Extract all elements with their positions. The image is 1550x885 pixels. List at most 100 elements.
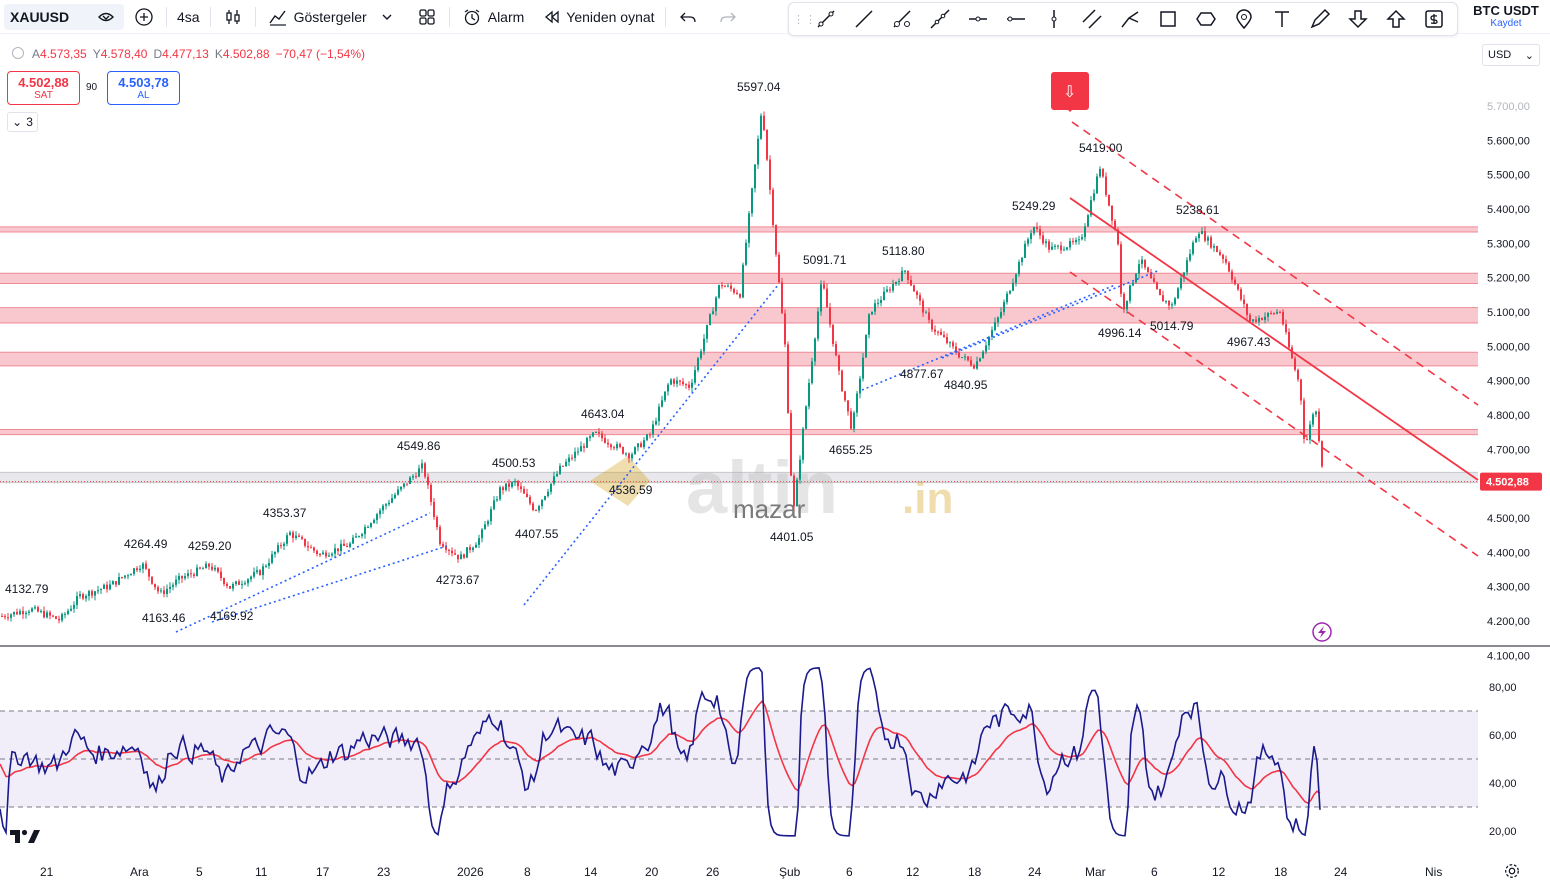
vertical-line-icon[interactable] [1035, 4, 1073, 34]
price-annotation: 5597.04 [737, 80, 781, 94]
symbol-search[interactable]: XAUUSD [4, 3, 124, 30]
ray-line-icon[interactable] [845, 4, 883, 34]
candle-body [37, 607, 39, 612]
candle-body [1117, 229, 1119, 245]
candle-body [1153, 278, 1155, 283]
candle-body [841, 370, 843, 392]
drag-handle[interactable]: ⋮⋮ [793, 13, 817, 26]
account-widget[interactable]: BTC USDT Kaydet [1466, 3, 1546, 29]
candle-body [682, 381, 684, 385]
replay-button[interactable]: Yeniden oynat [532, 0, 662, 34]
candle-body [187, 573, 189, 577]
candle-body [496, 499, 498, 501]
candle-body [1213, 246, 1215, 248]
candle-body [400, 486, 402, 490]
price-annotation: 4996.14 [1098, 326, 1142, 340]
interval-button[interactable]: 4sa [177, 8, 200, 25]
candle-body [424, 463, 426, 477]
candle-body [277, 545, 279, 552]
sell-button[interactable]: 4.502,88 SAT [7, 71, 80, 105]
chart-type-button[interactable] [213, 0, 253, 34]
candle-body [1129, 285, 1131, 301]
candle-body [151, 576, 153, 584]
candle-body [931, 319, 933, 330]
pitchfork-icon[interactable] [1111, 4, 1149, 34]
redo-button[interactable] [708, 0, 748, 34]
candle-body [40, 610, 42, 612]
candle-body [1045, 241, 1047, 244]
candle-body [508, 483, 510, 487]
candle-body [391, 498, 393, 503]
arrow-down-icon[interactable] [1339, 4, 1377, 34]
angle-line-icon[interactable] [883, 4, 921, 34]
compare-button[interactable] [124, 0, 164, 34]
ellipse-icon[interactable] [1187, 4, 1225, 34]
candle-body [340, 543, 342, 552]
price-annotation: 4877.67 [900, 367, 944, 381]
candle-body [997, 317, 999, 323]
candle-body [814, 338, 816, 362]
price-tick: 5.200,00 [1487, 273, 1530, 285]
price-tick: 5.300,00 [1487, 238, 1530, 250]
candle-body [316, 550, 318, 555]
candle-body [295, 535, 297, 539]
rectangle-icon[interactable] [1149, 4, 1187, 34]
trend-line-icon[interactable] [807, 4, 845, 34]
parallel-channel-icon[interactable] [1073, 4, 1111, 34]
save-button[interactable]: Kaydet [1490, 18, 1522, 29]
candle-body [967, 356, 969, 361]
candle-body [853, 412, 855, 429]
channel-midline [1069, 197, 1479, 481]
alarm-button[interactable]: Alarm [452, 0, 533, 34]
candle-body [1165, 300, 1167, 302]
chevron-down-icon[interactable] [375, 5, 399, 29]
candle-body [1036, 227, 1038, 230]
horizontal-line-icon[interactable] [997, 4, 1035, 34]
separator [664, 6, 666, 27]
candle-body [748, 213, 750, 243]
candle-body [493, 500, 495, 510]
eye-icon[interactable] [94, 5, 118, 29]
currency-select[interactable]: USD ⌄ [1482, 44, 1540, 66]
text-tool-icon[interactable] [1263, 4, 1301, 34]
arrow-up-icon[interactable] [1377, 4, 1415, 34]
candle-body [1300, 379, 1302, 401]
candle-body [463, 554, 465, 558]
pin-icon[interactable] [1225, 4, 1263, 34]
candle-body [1033, 227, 1035, 234]
candle-body [1237, 284, 1239, 290]
indicators-button[interactable]: Göstergeler [258, 0, 407, 34]
gear-icon[interactable] [1503, 862, 1521, 880]
candle-body [1042, 235, 1044, 244]
buy-button[interactable]: 4.503,78 AL [107, 71, 180, 105]
candle-body [244, 583, 246, 585]
candle-body [1096, 176, 1098, 194]
candle-body [1291, 347, 1293, 359]
brush-icon[interactable] [1301, 4, 1339, 34]
horizontal-ray-icon[interactable] [959, 4, 997, 34]
price-label-icon[interactable] [1415, 4, 1453, 34]
candle-body [1279, 311, 1281, 313]
candle-body [301, 536, 303, 539]
candle-body [799, 459, 801, 480]
sell-label: SAT [34, 90, 53, 101]
candle-body [484, 524, 486, 530]
legend-circle-icon[interactable] [12, 47, 24, 59]
undo-button[interactable] [668, 0, 708, 34]
layouts-button[interactable] [407, 0, 447, 34]
candle-body [826, 288, 828, 308]
candle-body [478, 538, 480, 545]
candle-body [61, 614, 63, 621]
extended-line-icon[interactable] [921, 4, 959, 34]
candle-body [1177, 288, 1179, 299]
candle-body [835, 344, 837, 356]
candle-body [535, 510, 537, 512]
candle-body [529, 496, 531, 504]
candle-body [1039, 229, 1041, 236]
candle-body [1120, 244, 1122, 294]
candle-body [976, 361, 978, 369]
candle-body [10, 614, 12, 618]
indicator-collapse-button[interactable]: ⌄ 3 [7, 112, 38, 132]
candle-body [1183, 272, 1185, 279]
